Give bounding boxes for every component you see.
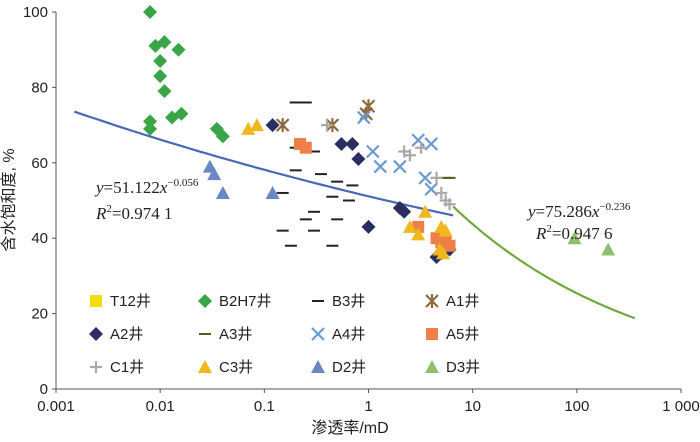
y-axis-title: 含水饱和度, % (0, 148, 18, 251)
data-point (438, 223, 453, 237)
legend-marker (89, 327, 103, 341)
legend-marker (426, 328, 438, 340)
legend-label: D3井 (446, 359, 480, 376)
data-point (435, 186, 448, 199)
r2-1-line: R2=0.974 1 (95, 203, 172, 223)
legend-label: C1井 (110, 359, 144, 376)
data-point (424, 137, 438, 151)
legend-label: B2H7井 (219, 293, 272, 310)
legend-marker (425, 360, 439, 373)
x-tick-label: 1 (364, 398, 372, 415)
legend-label: C3井 (219, 359, 253, 376)
data-point (215, 185, 230, 199)
data-point (143, 121, 158, 136)
legend-label: A5井 (446, 326, 479, 343)
legend-label: A2井 (110, 326, 143, 343)
data-point (143, 5, 158, 19)
x-tick-label: 0.01 (146, 398, 175, 415)
equation-1-line: y=51.122x−0.056 (94, 177, 199, 197)
x-ticks: 0.001 0.01 0.1 1 10 100 1 000 (37, 389, 700, 415)
data-point (174, 106, 189, 121)
data-point (397, 204, 412, 219)
legend-label: D2井 (332, 359, 366, 376)
legend-marker (90, 295, 102, 307)
equation-1: y=51.122x−0.056 R2=0.974 1 (94, 177, 199, 223)
data-point (265, 118, 280, 133)
x-axis-title: 渗透率/mD (311, 419, 388, 437)
data-point (418, 171, 432, 185)
data-point (424, 182, 438, 196)
data-point (356, 110, 371, 125)
data-point (143, 114, 158, 129)
legend-marker (311, 360, 325, 373)
data-point (157, 84, 172, 99)
data-point (153, 69, 168, 84)
legend: T12井 B2H7井 B3井 A1井 A2井 A3井 A4井 A5井 C1井 C3井 D2井 D3井 (89, 293, 480, 376)
x-tick-label: 0.1 (254, 398, 275, 415)
y-tick-label: 20 (31, 306, 48, 323)
data-point (265, 185, 280, 199)
y-tick-label: 60 (31, 155, 48, 172)
legend-label: A4井 (332, 326, 365, 343)
legend-label: A1井 (446, 293, 479, 310)
trendline-1 (73, 110, 454, 217)
legend-label: A3井 (219, 326, 252, 343)
data-point (351, 152, 366, 167)
data-point (430, 171, 443, 184)
data-point (157, 35, 172, 50)
equation-2-line: y=75.286x−0.236 (526, 201, 631, 221)
axes (55, 12, 681, 390)
y-ticks: 0 20 40 60 80 100 (23, 4, 56, 398)
r2-2-line: R2=0.947 6 (535, 223, 612, 243)
legend-marker (90, 361, 102, 373)
data-point (411, 133, 425, 147)
data-point (171, 42, 186, 57)
legend-marker (198, 360, 212, 373)
data-point (299, 141, 312, 154)
equation-2: y=75.286x−0.236 R2=0.947 6 (526, 201, 631, 243)
data-point (443, 198, 456, 211)
x-tick-label: 1 000 (662, 398, 700, 415)
data-point (345, 136, 360, 151)
data-points (143, 5, 616, 265)
legend-marker (311, 327, 325, 341)
x-tick-label: 100 (564, 398, 589, 415)
data-point (567, 231, 582, 245)
data-point (361, 219, 376, 234)
legend-label: B3井 (332, 293, 365, 310)
data-point (403, 149, 416, 162)
legend-label: T12井 (110, 293, 151, 310)
data-point (334, 136, 349, 151)
y-tick-label: 100 (23, 4, 48, 21)
data-point (402, 219, 417, 233)
data-point (241, 121, 256, 135)
data-point (215, 129, 230, 144)
data-point (366, 144, 380, 159)
legend-marker (425, 294, 439, 308)
data-point (393, 159, 407, 174)
trendlines (73, 110, 636, 320)
data-point (275, 118, 290, 133)
data-point (411, 227, 426, 241)
data-point (207, 167, 222, 181)
data-point (601, 242, 616, 256)
data-point (439, 235, 452, 248)
data-point (415, 141, 428, 154)
y-tick-label: 0 (40, 381, 48, 398)
data-point (321, 119, 334, 132)
data-point (373, 159, 388, 174)
y-tick-label: 80 (31, 79, 48, 96)
data-point (153, 54, 168, 69)
data-point (249, 118, 264, 132)
x-tick-label: 10 (464, 398, 481, 415)
y-tick-label: 40 (31, 230, 48, 247)
x-tick-label: 0.001 (37, 398, 75, 415)
trendline-2 (452, 205, 636, 320)
data-point (436, 246, 451, 260)
legend-marker (198, 294, 212, 308)
data-point (418, 204, 433, 218)
